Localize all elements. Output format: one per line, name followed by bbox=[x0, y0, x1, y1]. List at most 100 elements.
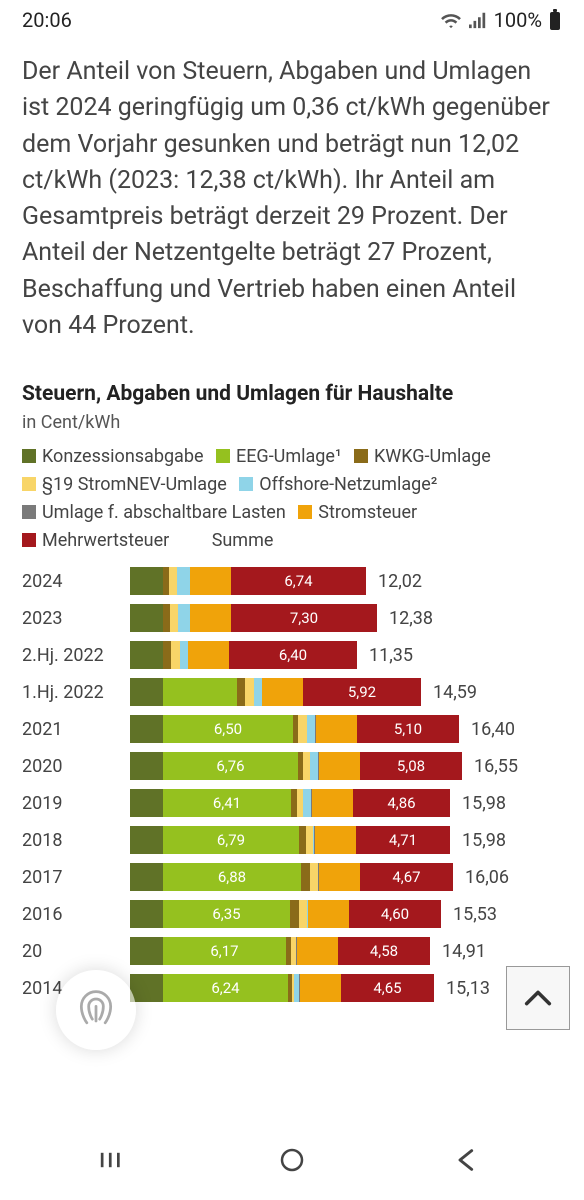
fingerprint-icon bbox=[74, 988, 118, 1032]
bar-sum: 15,53 bbox=[453, 904, 497, 925]
bar-segment-stromnev bbox=[298, 715, 307, 743]
chart-legend: Konzessionsabgabe EEG-Umlage¹ KWKG-Umlag… bbox=[0, 443, 584, 565]
bar-segment-offshore bbox=[178, 604, 190, 632]
stacked-bar: 7,30 bbox=[130, 604, 377, 632]
stacked-bar: 6,40 bbox=[130, 641, 357, 669]
legend-swatch bbox=[298, 505, 312, 519]
bar-segment-mwst: 4,60 bbox=[349, 900, 441, 928]
bar-segment-mwst: 6,74 bbox=[231, 567, 366, 595]
bar-segment-konz bbox=[130, 715, 163, 743]
bar-segment-offshore bbox=[303, 789, 311, 817]
bar-segment-kwkg bbox=[163, 641, 171, 669]
signal-icon bbox=[468, 11, 488, 29]
bar-segment-strom bbox=[190, 567, 231, 595]
bar-segment-strom bbox=[308, 900, 349, 928]
bar-segment-stromnev bbox=[169, 567, 177, 595]
bar-segment-strom bbox=[297, 937, 338, 965]
stacked-bar: 6,35 4,60 bbox=[130, 900, 441, 928]
bar-year-label: 2017 bbox=[22, 867, 130, 888]
back-button[interactable] bbox=[427, 1146, 507, 1174]
bar-segment-eeg: 6,35 bbox=[163, 900, 290, 928]
bar-segment-konz bbox=[130, 974, 163, 1002]
legend-swatch bbox=[354, 449, 368, 463]
bar-row: 20206,765,08 16,55 bbox=[22, 750, 562, 783]
fingerprint-overlay[interactable] bbox=[56, 970, 136, 1050]
bar-year-label: 2.Hj. 2022 bbox=[22, 645, 130, 666]
stacked-bar: 5,92 bbox=[130, 678, 421, 706]
bar-segment-stromnev bbox=[170, 604, 178, 632]
bar-segment-kwkg bbox=[237, 678, 245, 706]
legend-swatch bbox=[22, 533, 36, 547]
bar-year-label: 2024 bbox=[22, 571, 130, 592]
bar-segment-mwst: 4,58 bbox=[338, 937, 430, 965]
bar-segment-mwst: 5,10 bbox=[357, 715, 459, 743]
chart-bars: 20246,7412,0220237,3012,382.Hj. 20226,40… bbox=[0, 565, 584, 1005]
legend-swatch bbox=[22, 505, 36, 519]
bar-segment-offshore bbox=[180, 641, 188, 669]
bar-year-label: 2019 bbox=[22, 793, 130, 814]
bar-segment-stromnev bbox=[299, 900, 307, 928]
bar-segment-konz bbox=[130, 752, 163, 780]
bar-row: 2016 6,35 4,60 15,53 bbox=[22, 898, 562, 931]
home-icon bbox=[278, 1146, 306, 1174]
legend-item: §19 StromNEV-Umlage bbox=[22, 474, 227, 495]
wifi-icon bbox=[440, 11, 462, 29]
legend-swatch bbox=[22, 449, 36, 463]
bar-segment-eeg: 6,17 bbox=[163, 937, 286, 965]
bar-row: 2017 6,88 4,67 16,06 bbox=[22, 861, 562, 894]
bar-segment-strom bbox=[316, 715, 357, 743]
legend-item: KWKG-Umlage bbox=[354, 446, 491, 467]
scroll-top-button[interactable] bbox=[506, 966, 570, 1030]
bar-segment-kwkg bbox=[290, 900, 299, 928]
bar-segment-strom bbox=[190, 604, 231, 632]
legend-item: Offshore-Netzumlage² bbox=[239, 474, 437, 495]
stacked-bar: 6,244,65 bbox=[130, 974, 434, 1002]
bar-sum: 15,98 bbox=[462, 830, 506, 851]
bar-segment-mwst: 4,67 bbox=[360, 863, 453, 891]
bar-segment-konz bbox=[130, 604, 163, 632]
bar-segment-strom bbox=[312, 789, 353, 817]
legend-item: EEG-Umlage¹ bbox=[216, 446, 342, 467]
bar-segment-mwst: 4,86 bbox=[353, 789, 450, 817]
intro-paragraph: Der Anteil von Steuern, Abgaben und Umla… bbox=[0, 42, 584, 364]
bar-sum: 12,38 bbox=[389, 608, 433, 629]
home-button[interactable] bbox=[252, 1146, 332, 1174]
bar-segment-offshore bbox=[310, 752, 318, 780]
stacked-bar: 6,74 bbox=[130, 567, 366, 595]
chart-title: Steuern, Abgaben und Umlagen für Haushal… bbox=[0, 364, 584, 412]
recents-icon bbox=[99, 1146, 135, 1174]
stacked-bar: 6,765,08 bbox=[130, 752, 462, 780]
bar-year-label: 2020 bbox=[22, 756, 130, 777]
bar-sum: 15,13 bbox=[446, 978, 490, 999]
bar-year-label: 2018 bbox=[22, 830, 130, 851]
stacked-bar: 6,88 4,67 bbox=[130, 863, 453, 891]
bar-row: 2.Hj. 20226,4011,35 bbox=[22, 639, 562, 672]
bar-segment-konz bbox=[130, 900, 163, 928]
legend-swatch bbox=[216, 449, 230, 463]
bar-segment-offshore bbox=[254, 678, 262, 706]
bar-segment-eeg: 6,88 bbox=[163, 863, 301, 891]
bar-sum: 16,06 bbox=[465, 867, 509, 888]
bar-year-label: 2016 bbox=[22, 904, 130, 925]
bar-sum: 12,02 bbox=[378, 571, 422, 592]
bar-sum: 16,55 bbox=[474, 756, 518, 777]
bar-segment-strom bbox=[262, 678, 303, 706]
bar-segment-stromnev bbox=[171, 641, 180, 669]
bar-segment-strom bbox=[315, 826, 356, 854]
bar-segment-kwkg bbox=[163, 604, 170, 632]
bar-segment-konz bbox=[130, 863, 163, 891]
bar-segment-konz bbox=[130, 678, 163, 706]
bar-segment-konz bbox=[130, 567, 163, 595]
bar-year-label: 20 bbox=[22, 941, 130, 962]
stacked-bar: 6,17 4,58 bbox=[130, 937, 430, 965]
bar-segment-mwst: 4,71 bbox=[356, 826, 450, 854]
bar-segment-mwst: 6,40 bbox=[229, 641, 357, 669]
stacked-bar: 6,414,86 bbox=[130, 789, 450, 817]
bar-segment-stromnev bbox=[310, 863, 318, 891]
bar-row: 20186,794,7115,98 bbox=[22, 824, 562, 857]
recents-button[interactable] bbox=[77, 1146, 157, 1174]
bar-segment-konz bbox=[130, 641, 163, 669]
bar-segment-stromnev bbox=[245, 678, 254, 706]
bar-sum: 16,40 bbox=[471, 719, 515, 740]
bar-segment-strom bbox=[319, 863, 360, 891]
